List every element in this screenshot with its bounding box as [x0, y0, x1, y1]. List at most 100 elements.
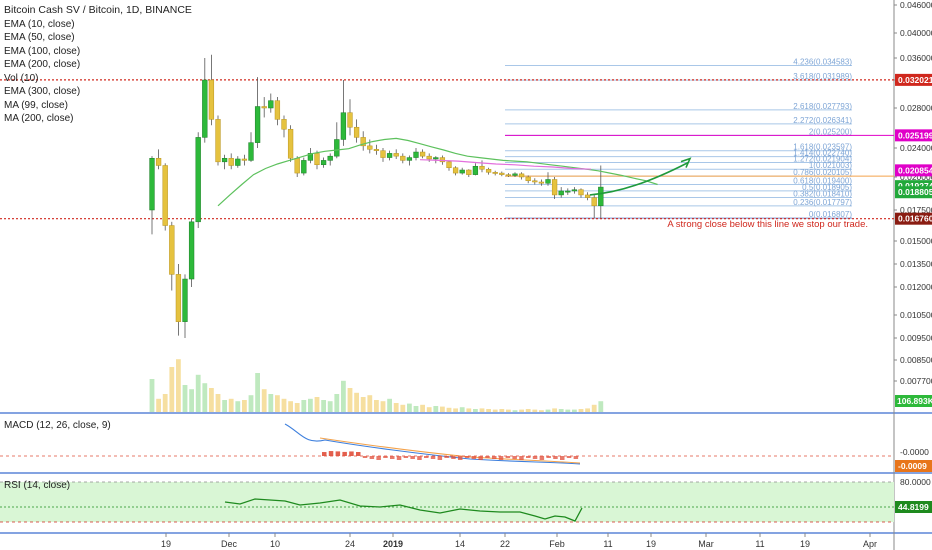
- volume-bar: [229, 399, 234, 412]
- candle-down: [526, 177, 531, 181]
- x-tick-label: 11: [603, 539, 612, 549]
- volume-bar: [460, 407, 465, 412]
- indicator-label[interactable]: EMA (300, close): [4, 85, 192, 99]
- volume-bar: [539, 410, 544, 412]
- volume-bar: [255, 373, 260, 412]
- candle-down: [447, 162, 452, 168]
- volume-bar: [519, 410, 524, 412]
- macd-histogram-bar: [499, 456, 504, 460]
- candle-up: [572, 190, 577, 191]
- candle-down: [466, 170, 471, 175]
- candle-down: [480, 166, 485, 169]
- volume-bar: [374, 400, 379, 412]
- volume-bar: [156, 399, 161, 412]
- stop-loss-note: A strong close below this line we stop o…: [667, 219, 868, 230]
- volume-bar: [328, 401, 333, 412]
- candle-up: [460, 170, 465, 173]
- indicator-label[interactable]: MA (200, close): [4, 112, 192, 126]
- rsi-value: 44.8199: [898, 502, 929, 512]
- volume-bar: [433, 406, 438, 412]
- volume-bar: [513, 410, 518, 412]
- indicator-label[interactable]: EMA (100, close): [4, 45, 192, 59]
- candle-down: [374, 149, 379, 150]
- volume-bar: [427, 407, 432, 412]
- candle-down: [486, 169, 491, 172]
- indicator-label[interactable]: Vol (10): [4, 72, 192, 86]
- candle-up: [328, 156, 333, 160]
- candle-down: [169, 226, 174, 275]
- macd-histogram-bar: [560, 456, 565, 460]
- volume-bar: [341, 381, 346, 412]
- volume-bar: [354, 393, 359, 412]
- fib-label: 0.236(0.017797): [793, 198, 852, 207]
- candle-up: [183, 279, 188, 322]
- rsi-axis-label: 80.0000: [900, 477, 931, 487]
- y-tick-label: 0.013500: [900, 259, 932, 269]
- macd-histogram-bar: [356, 452, 361, 456]
- indicator-label[interactable]: EMA (200, close): [4, 58, 192, 72]
- fib-label: 2.618(0.027793): [793, 102, 852, 111]
- candle-down: [216, 119, 221, 161]
- volume-bar: [565, 410, 570, 412]
- candle-up: [334, 139, 339, 156]
- volume-bar: [216, 394, 221, 412]
- x-tick-label: 19: [646, 539, 656, 549]
- candle-down: [427, 156, 432, 159]
- candle-up: [414, 152, 419, 158]
- volume-bar: [559, 409, 564, 412]
- rsi-title[interactable]: RSI (14, close): [4, 480, 70, 491]
- macd-histogram-bar: [336, 451, 341, 456]
- macd-histogram-bar: [438, 456, 443, 460]
- volume-bar: [572, 410, 577, 412]
- x-tick-label: 19: [800, 539, 810, 549]
- candle-up: [301, 160, 306, 173]
- x-tick-label: 11: [755, 539, 764, 549]
- candle-up: [150, 158, 155, 210]
- macd-histogram-bar: [533, 456, 538, 459]
- candle-down: [539, 182, 544, 183]
- volume-bar: [598, 401, 603, 412]
- indicator-label[interactable]: EMA (50, close): [4, 31, 192, 45]
- candle-down: [400, 156, 405, 160]
- candle-down: [592, 198, 597, 206]
- volume-bar: [288, 401, 293, 412]
- volume-bar: [321, 400, 326, 412]
- fib-label: 3.618(0.031989): [793, 72, 852, 81]
- y-tick-label: 0.028000: [900, 103, 932, 113]
- ema-line: [218, 138, 658, 205]
- candle-up: [249, 143, 254, 161]
- candle-up: [341, 113, 346, 140]
- volume-bar: [235, 401, 240, 412]
- volume-bar: [334, 394, 339, 412]
- volume-bar: [282, 399, 287, 412]
- rsi-band: [0, 482, 894, 522]
- volume-bars: [150, 359, 604, 412]
- volume-bar: [308, 399, 313, 412]
- candle-up: [598, 187, 603, 206]
- candle-down: [506, 175, 511, 176]
- x-tick-label: Mar: [698, 539, 714, 549]
- price-label: 0.020854: [898, 165, 932, 175]
- indicator-label[interactable]: MA (99, close): [4, 99, 192, 113]
- candle-down: [354, 127, 359, 137]
- volume-bar: [196, 375, 201, 412]
- x-tick-label: 24: [345, 539, 355, 549]
- candle-up: [565, 191, 570, 192]
- macd-histogram-bar: [349, 451, 354, 456]
- volume-bar: [249, 395, 254, 412]
- candle-down: [163, 165, 168, 225]
- macd-axis-label: -0.0000: [900, 447, 929, 457]
- volume-bar: [183, 385, 188, 412]
- macd-title[interactable]: MACD (12, 26, close, 9): [4, 420, 111, 431]
- indicator-label[interactable]: EMA (10, close): [4, 18, 192, 32]
- volume-bar: [447, 408, 452, 412]
- candle-down: [440, 158, 445, 162]
- volume-bar: [453, 408, 458, 412]
- candle-down: [367, 146, 372, 149]
- fib-label: 0(0.016807): [809, 210, 852, 219]
- y-tick-label: 0.010500: [900, 310, 932, 320]
- volume-bar: [387, 399, 392, 412]
- x-tick-label: Feb: [549, 539, 565, 549]
- annotations: [590, 159, 690, 195]
- volume-bar: [275, 395, 280, 412]
